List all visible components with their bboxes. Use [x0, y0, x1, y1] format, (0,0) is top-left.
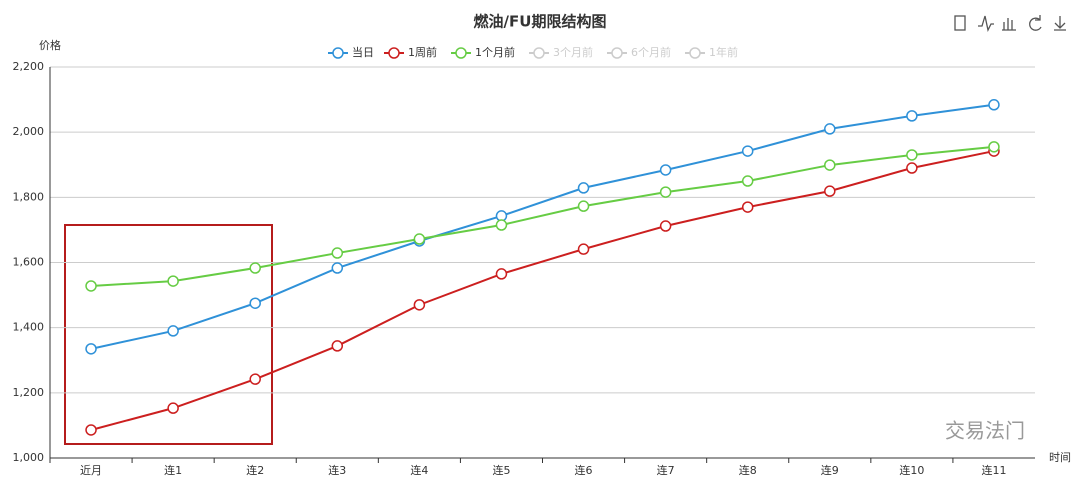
x-tick-label: 连3: [328, 464, 346, 477]
data-point: [249, 262, 261, 274]
y-tick-label: 1,400: [13, 321, 45, 334]
legend-label: 6个月前: [631, 45, 671, 59]
x-tick-label: 连9: [821, 464, 839, 477]
series-line: [90, 103, 995, 350]
data-point: [988, 141, 1000, 153]
x-tick-label: 连5: [492, 464, 510, 477]
save-button[interactable]: [1054, 16, 1066, 31]
restore-button[interactable]: [1029, 15, 1042, 31]
legend-item[interactable]: 当日: [328, 45, 374, 59]
data-point: [167, 402, 179, 414]
data-point: [824, 185, 836, 197]
legend-marker: [332, 47, 344, 59]
data-view-button[interactable]: [954, 15, 966, 31]
legend-marker: [611, 47, 623, 59]
y-tick-label: 2,000: [13, 125, 45, 138]
data-point: [906, 162, 918, 174]
legend-label: 3个月前: [553, 45, 593, 59]
data-point: [85, 424, 97, 436]
x-tick-label: 连4: [410, 464, 428, 477]
bar-button[interactable]: [1002, 18, 1016, 31]
data-point: [85, 280, 97, 292]
legend-marker: [388, 47, 400, 59]
legend-item[interactable]: 1周前: [384, 45, 437, 59]
x-tick-label: 连6: [575, 464, 593, 477]
data-point: [824, 159, 836, 171]
legend-label: 1周前: [408, 45, 437, 59]
x-tick-label: 连2: [246, 464, 264, 477]
data-point: [85, 343, 97, 355]
legend-item[interactable]: 3个月前: [529, 45, 593, 59]
data-point: [824, 123, 836, 135]
legend-item[interactable]: 1年前: [685, 45, 738, 59]
data-point: [495, 268, 508, 280]
x-axis-label: 时间: [1049, 451, 1071, 464]
legend-label: 1年前: [709, 45, 738, 59]
y-tick-label: 1,600: [13, 256, 45, 269]
data-point: [659, 164, 672, 176]
watermark: 交易法门: [945, 419, 1025, 443]
y-tick-label: 1,200: [13, 386, 45, 399]
y-tick-label: 1,800: [13, 190, 45, 203]
series-line: [90, 150, 995, 431]
data-point: [249, 373, 261, 385]
legend-marker: [455, 47, 467, 59]
x-tick-label: 连7: [657, 464, 675, 477]
data-point: [167, 275, 179, 287]
legend-item[interactable]: 6个月前: [607, 45, 671, 59]
data-point: [741, 175, 754, 187]
data-point: [577, 200, 590, 212]
legend-label: 当日: [352, 45, 374, 59]
x-tick-label: 连8: [739, 464, 757, 477]
series-line: [90, 145, 995, 287]
x-tick-label: 连11: [981, 464, 1006, 477]
data-point: [741, 145, 754, 157]
chart-title: 燃油/FU期限结构图: [474, 13, 607, 31]
data-point: [413, 233, 426, 245]
legend-label: 1个月前: [475, 45, 515, 59]
data-point: [577, 182, 590, 194]
data-point: [659, 220, 672, 232]
y-tick-label: 2,200: [13, 60, 45, 73]
legend-marker: [689, 47, 701, 59]
data-point: [988, 99, 1000, 111]
y-axis-label: 价格: [39, 38, 61, 52]
y-tick-label: 1,000: [13, 451, 45, 464]
x-tick-label: 连1: [164, 464, 182, 477]
data-point: [495, 219, 508, 231]
x-tick-label: 连10: [899, 464, 924, 477]
toolbox: [954, 15, 1066, 32]
highlight-box: [64, 224, 273, 445]
data-point: [331, 340, 344, 352]
data-point: [906, 110, 918, 122]
data-point: [249, 297, 261, 309]
data-point: [906, 149, 918, 161]
x-tick-label: 近月: [80, 464, 102, 477]
data-point: [331, 247, 344, 259]
legend-item[interactable]: 1个月前: [451, 45, 515, 59]
data-point: [167, 325, 179, 337]
data-point: [577, 243, 590, 255]
data-point: [413, 299, 426, 311]
line-button[interactable]: [978, 15, 994, 32]
data-point: [741, 201, 754, 213]
data-point: [659, 186, 672, 198]
legend-marker: [533, 47, 545, 59]
data-point: [331, 262, 344, 274]
